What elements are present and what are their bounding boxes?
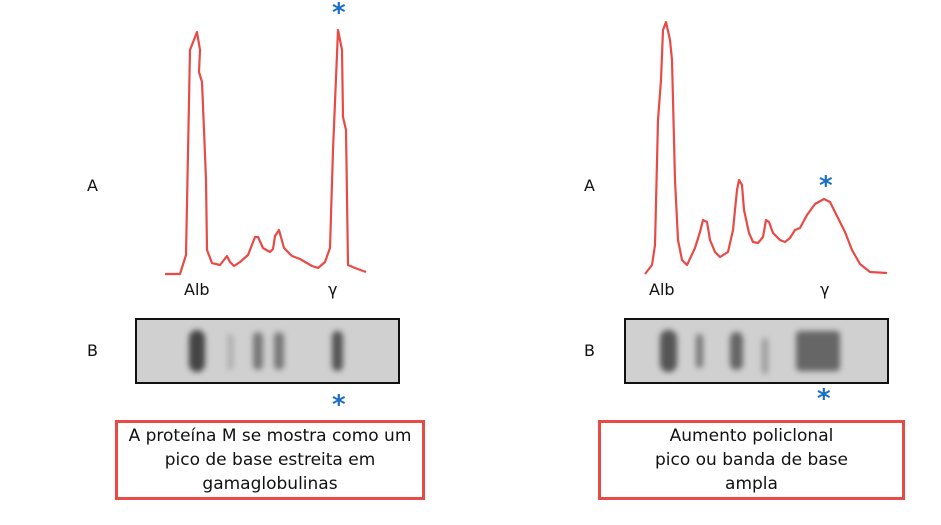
gel-band-beta [274,332,284,370]
right-peak-marker: * [819,171,833,201]
right-band-marker: * [817,384,831,414]
gel-band-gamma-monoclonal [332,331,343,371]
gel-band-alpha2 [253,332,263,370]
row-label-b-left: B [87,341,98,360]
right-albumin-label: Alb [649,280,675,299]
gel-band-albumin [189,330,205,372]
gel-band-gamma-polyclonal [796,331,840,371]
gel-band-alpha1 [228,334,233,370]
right-caption-box: Aumento policlonal pico ou banda de base… [598,420,905,500]
left-caption: A proteína M se mostra como um pico de b… [128,426,412,494]
gel-band-beta [762,338,768,374]
right-gamma-label: γ [820,280,830,299]
left-caption-box: A proteína M se mostra como um pico de b… [115,420,425,500]
left-peak-marker: * [332,0,346,28]
gel-band-alpha1 [696,334,703,368]
row-label-a-left: A [87,176,98,195]
row-label-b-right: B [584,341,595,360]
right-curve-polyclonal [644,20,888,275]
left-gel-strip [135,318,400,384]
left-band-marker: * [332,390,346,420]
left-curve-monoclonal [165,28,367,276]
gel-band-alpha2 [730,332,743,370]
gel-band-albumin [660,330,677,372]
right-caption: Aumento policlonal pico ou banda de base… [654,426,849,494]
row-label-a-right: A [584,176,595,195]
right-gel-strip [624,318,889,384]
left-gamma-label: γ [328,280,338,299]
left-albumin-label: Alb [184,280,210,299]
